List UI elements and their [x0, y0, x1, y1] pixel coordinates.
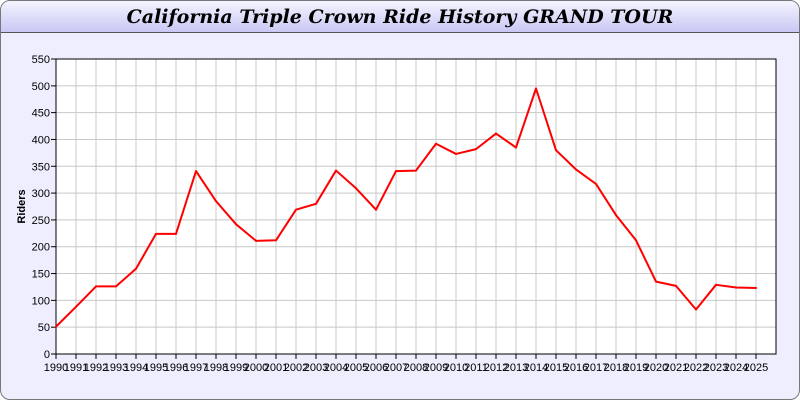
data-point — [155, 232, 157, 235]
y-tick-label: 300 — [32, 188, 50, 200]
x-tick-label: 2001 — [264, 362, 288, 374]
data-point — [455, 152, 457, 155]
y-tick-label: 550 — [32, 54, 50, 66]
y-tick-label: 150 — [32, 269, 50, 281]
data-point — [335, 169, 337, 172]
x-tick-label: 2003 — [304, 362, 328, 374]
data-point — [275, 239, 277, 242]
x-tick-label: 2017 — [584, 362, 608, 374]
x-tick-label: 2006 — [364, 362, 388, 374]
y-tick-label: 450 — [32, 108, 50, 120]
x-tick-label: 1994 — [124, 362, 148, 374]
data-point — [295, 208, 297, 211]
x-tick-label: 2025 — [744, 362, 768, 374]
y-tick-label: 400 — [32, 134, 50, 146]
data-point — [55, 325, 57, 328]
x-tick-label: 1995 — [144, 362, 168, 374]
data-point — [635, 239, 637, 242]
x-tick-label: 2008 — [404, 362, 428, 374]
chart-title: California Triple Crown Ride History GRA… — [126, 6, 674, 28]
x-tick-label: 2005 — [344, 362, 368, 374]
data-point — [475, 148, 477, 151]
data-point — [735, 286, 737, 289]
x-tick-label: 2011 — [464, 362, 488, 374]
data-point — [315, 202, 317, 205]
data-point — [535, 87, 537, 90]
x-tick-label: 2023 — [704, 362, 728, 374]
y-tick-label: 0 — [44, 349, 50, 361]
data-point — [575, 168, 577, 171]
x-tick-label: 1998 — [204, 362, 228, 374]
data-point — [555, 149, 557, 152]
x-tick-label: 1993 — [104, 362, 128, 374]
data-point — [515, 146, 517, 149]
riders-series-line — [55, 87, 757, 328]
x-tick-label: 2016 — [564, 362, 588, 374]
x-tick-label: 2018 — [604, 362, 628, 374]
x-tick-label: 2009 — [424, 362, 448, 374]
data-point — [595, 182, 597, 185]
data-point — [755, 287, 757, 290]
y-tick-label: 100 — [32, 295, 50, 307]
data-point — [95, 285, 97, 288]
data-point — [175, 232, 177, 235]
data-point — [655, 280, 657, 283]
y-axis-label: Riders — [16, 189, 28, 223]
x-tick-label: 2014 — [524, 362, 548, 374]
data-point — [415, 169, 417, 172]
data-point — [435, 142, 437, 145]
x-tick-label: 2002 — [284, 362, 308, 374]
data-point — [215, 200, 217, 203]
x-tick-label: 2012 — [484, 362, 508, 374]
data-point — [135, 267, 137, 270]
data-point — [495, 132, 497, 135]
data-point — [615, 214, 617, 217]
data-point — [195, 170, 197, 173]
x-tick-label: 1990 — [44, 362, 68, 374]
x-tick-label: 1992 — [84, 362, 108, 374]
x-tick-label: 1991 — [64, 362, 88, 374]
y-tick-label: 500 — [32, 81, 50, 93]
x-tick-label: 2021 — [664, 362, 688, 374]
x-tick-label: 2004 — [324, 362, 348, 374]
x-tick-label: 2019 — [624, 362, 648, 374]
data-point — [255, 239, 257, 242]
plot-border — [55, 58, 777, 355]
y-tick-label: 350 — [32, 161, 50, 173]
y-tick-label: 250 — [32, 215, 50, 227]
x-tick-label: 2010 — [444, 362, 468, 374]
title-bar: California Triple Crown Ride History GRA… — [1, 1, 799, 33]
x-tick-label: 1996 — [164, 362, 188, 374]
y-tick-label: 50 — [38, 322, 50, 334]
x-tick-label: 1999 — [224, 362, 248, 374]
data-point — [375, 208, 377, 211]
data-point — [695, 308, 697, 311]
data-point — [675, 284, 677, 287]
x-tick-label: 2000 — [244, 362, 268, 374]
x-tick-label: 2020 — [644, 362, 668, 374]
data-point — [715, 283, 717, 286]
x-tick-label: 2007 — [384, 362, 408, 374]
x-tick-label: 2024 — [724, 362, 748, 374]
x-tick-label: 1997 — [184, 362, 208, 374]
data-point — [395, 170, 397, 173]
data-point — [355, 187, 357, 190]
data-point — [235, 223, 237, 226]
data-point — [75, 305, 77, 308]
y-tick-label: 200 — [32, 242, 50, 254]
data-point — [115, 285, 117, 288]
x-tick-label: 2015 — [544, 362, 568, 374]
x-tick-label: 2013 — [504, 362, 528, 374]
x-tick-label: 2022 — [684, 362, 708, 374]
